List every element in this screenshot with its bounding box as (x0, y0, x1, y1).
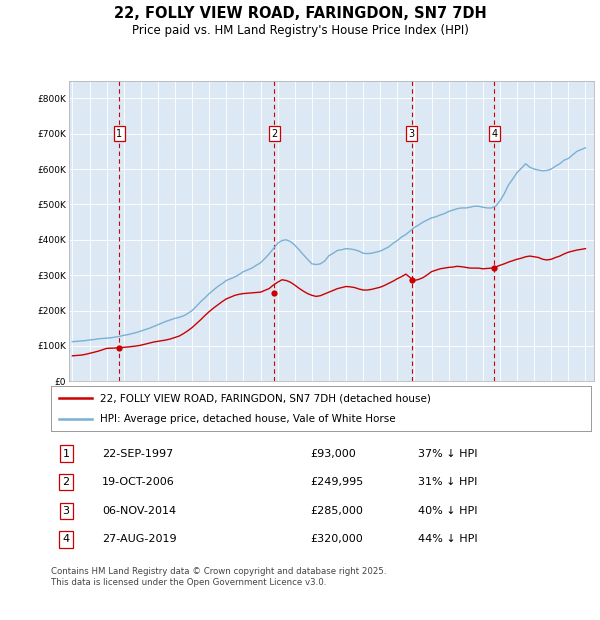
Text: 1: 1 (116, 129, 122, 139)
Text: 37% ↓ HPI: 37% ↓ HPI (418, 448, 478, 459)
Text: 22-SEP-1997: 22-SEP-1997 (103, 448, 173, 459)
Text: 31% ↓ HPI: 31% ↓ HPI (418, 477, 478, 487)
Text: 22, FOLLY VIEW ROAD, FARINGDON, SN7 7DH: 22, FOLLY VIEW ROAD, FARINGDON, SN7 7DH (113, 6, 487, 21)
Text: HPI: Average price, detached house, Vale of White Horse: HPI: Average price, detached house, Vale… (100, 414, 395, 424)
Text: £249,995: £249,995 (310, 477, 364, 487)
Text: £285,000: £285,000 (310, 506, 363, 516)
Text: 3: 3 (409, 129, 415, 139)
Text: 19-OCT-2006: 19-OCT-2006 (103, 477, 175, 487)
Text: 3: 3 (62, 506, 70, 516)
Text: 44% ↓ HPI: 44% ↓ HPI (418, 534, 478, 544)
Text: 2: 2 (271, 129, 277, 139)
Text: 4: 4 (62, 534, 70, 544)
Text: 2: 2 (62, 477, 70, 487)
Text: £93,000: £93,000 (310, 448, 356, 459)
Text: 06-NOV-2014: 06-NOV-2014 (103, 506, 176, 516)
Text: 40% ↓ HPI: 40% ↓ HPI (418, 506, 478, 516)
Text: Contains HM Land Registry data © Crown copyright and database right 2025.
This d: Contains HM Land Registry data © Crown c… (51, 567, 386, 587)
Text: £320,000: £320,000 (310, 534, 363, 544)
Text: 1: 1 (62, 448, 70, 459)
Text: 27-AUG-2019: 27-AUG-2019 (103, 534, 177, 544)
Text: 22, FOLLY VIEW ROAD, FARINGDON, SN7 7DH (detached house): 22, FOLLY VIEW ROAD, FARINGDON, SN7 7DH … (100, 393, 430, 404)
Text: Price paid vs. HM Land Registry's House Price Index (HPI): Price paid vs. HM Land Registry's House … (131, 24, 469, 37)
Text: 4: 4 (491, 129, 497, 139)
